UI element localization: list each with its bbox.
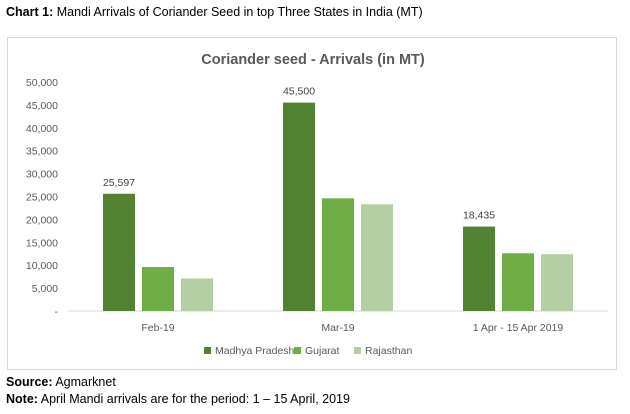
y-tick-label: 40,000 [26,123,58,135]
caption-text: Mandi Arrivals of Coriander Seed in top … [56,5,423,19]
y-tick-label: 30,000 [26,169,58,181]
note-line: Note: April Mandi arrivals are for the p… [6,391,350,407]
y-tick-label: 35,000 [26,146,58,158]
bar [361,204,393,311]
chart-area: Coriander seed - Arrivals (in MT) - 5,000… [7,37,617,370]
source-label: Source: [6,375,53,389]
legend-swatch [354,347,361,354]
y-tick-label: 5,000 [32,283,58,295]
source-text: Agmarknet [55,375,116,389]
bar [283,102,315,311]
x-tick-label: Mar-19 [321,322,354,334]
bar [142,267,174,311]
bar [103,193,135,311]
bar [541,254,573,311]
bar-chart: Coriander seed - Arrivals (in MT) - 5,000… [26,52,608,357]
y-tick-label: 50,000 [26,77,58,89]
data-label: 18,435 [463,210,495,222]
legend: Madhya Pradesh Gujarat Rajasthan [204,345,412,357]
y-tick-label: 20,000 [26,214,58,226]
y-tick-label: 25,000 [26,192,58,204]
y-tick-label: 15,000 [26,237,58,249]
caption-label: Chart 1: [6,5,54,19]
bars [103,102,573,311]
x-tick-label: 1 Apr - 15 Apr 2019 [473,322,564,334]
y-tick-label: 10,000 [26,260,58,272]
bar [181,278,213,311]
data-labels: 25,597 45,500 18,435 [103,86,495,222]
x-tick-label: Feb-19 [141,322,174,334]
legend-swatch [204,347,211,354]
data-label: 45,500 [283,86,315,98]
legend-label: Madhya Pradesh [215,345,295,357]
legend-label: Gujarat [305,345,340,357]
note-text: April Mandi arrivals are for the period:… [40,392,350,406]
bar [463,226,495,311]
legend-swatch [294,347,301,354]
chart-caption: Chart 1: Mandi Arrivals of Coriander See… [6,4,423,20]
chart-title: Coriander seed - Arrivals (in MT) [201,52,425,68]
y-tick-label: - [55,306,59,318]
data-label: 25,597 [103,177,135,189]
y-tick-label: 45,000 [26,100,58,112]
bar [502,253,534,311]
source-line: Source: Agmarknet [6,374,116,390]
note-label: Note: [6,392,38,406]
legend-label: Rajasthan [365,345,412,357]
bar [322,198,354,311]
